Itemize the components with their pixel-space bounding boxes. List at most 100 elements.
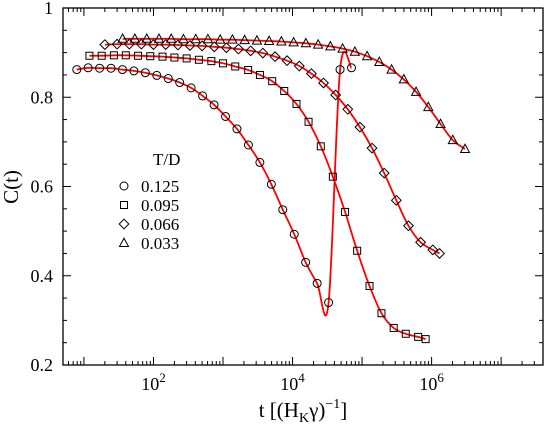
data-point — [208, 41, 220, 53]
data-point — [316, 142, 325, 151]
fit-lines — [76, 37, 466, 340]
data-markers — [72, 32, 471, 344]
data-point — [97, 51, 106, 60]
data-point — [292, 99, 301, 108]
y-axis-label: C(t) — [0, 170, 23, 204]
data-point — [227, 33, 238, 44]
data-point — [207, 57, 216, 66]
data-point — [160, 39, 172, 51]
fit-line-0.033 — [122, 37, 466, 150]
data-point — [318, 77, 330, 89]
data-point — [239, 34, 250, 45]
data-point — [268, 77, 277, 86]
data-point — [459, 143, 471, 154]
data-point — [165, 32, 177, 43]
y-tick-label: 0.8 — [31, 87, 54, 107]
data-point — [415, 236, 427, 248]
data-point — [178, 33, 189, 44]
data-point — [341, 207, 350, 216]
data-point — [289, 229, 299, 239]
data-point — [147, 39, 159, 51]
data-point — [361, 50, 373, 61]
data-point — [276, 35, 287, 46]
data-point — [447, 134, 459, 145]
data-point — [410, 86, 422, 96]
data-point — [153, 32, 165, 43]
data-point — [85, 51, 94, 60]
data-point — [257, 47, 269, 59]
y-tick-label: 0.6 — [31, 177, 54, 197]
data-point — [349, 45, 361, 56]
data-point — [95, 63, 105, 73]
data-point — [269, 51, 281, 63]
data-point — [312, 278, 322, 288]
data-point — [129, 32, 141, 43]
data-point — [300, 37, 312, 48]
data-point — [263, 35, 275, 46]
data-point — [324, 298, 334, 308]
data-point — [106, 63, 116, 73]
data-point — [158, 52, 167, 61]
data-point — [251, 34, 263, 45]
data-point — [172, 39, 184, 51]
data-point — [121, 51, 130, 60]
legend-label: 0.033 — [141, 234, 179, 253]
y-axis-ticks: 0.2 0.4 0.6 0.8 1 — [31, 0, 543, 375]
data-point — [293, 60, 305, 72]
legend-label: 0.095 — [141, 196, 179, 215]
data-point — [134, 51, 143, 60]
data-point — [186, 83, 196, 93]
data-point — [99, 39, 111, 51]
data-point — [198, 91, 208, 101]
fit-line-0.125 — [76, 50, 353, 317]
data-point — [232, 43, 244, 55]
data-point — [214, 33, 226, 44]
data-point — [390, 194, 402, 206]
x-axis-label: t [(HKγ)−1] — [259, 397, 348, 426]
data-point — [232, 124, 242, 134]
data-point — [221, 111, 231, 121]
data-point — [175, 78, 185, 88]
data-point — [427, 244, 439, 256]
legend-marker — [119, 181, 129, 191]
data-point — [231, 62, 240, 71]
data-point — [342, 103, 354, 115]
data-point — [209, 100, 219, 110]
data-point — [288, 36, 299, 47]
data-point — [184, 39, 196, 51]
legend-marker — [118, 237, 130, 247]
data-point — [117, 65, 127, 75]
data-point — [146, 52, 155, 61]
x-axis-label-subscript: K — [299, 411, 309, 426]
fit-line-0.095 — [89, 54, 426, 340]
y-tick-label: 1 — [44, 0, 53, 18]
data-point — [129, 66, 139, 76]
data-point — [312, 38, 324, 49]
legend-label: 0.066 — [141, 215, 179, 234]
data-point — [301, 257, 311, 267]
data-point — [220, 42, 232, 54]
data-point — [325, 40, 336, 51]
x-axis-ticks: 102 104 106 — [62, 8, 544, 394]
x-tick-label: 102 — [141, 370, 166, 394]
data-point — [278, 205, 288, 215]
data-point — [328, 172, 337, 181]
data-point — [304, 117, 313, 126]
data-point — [434, 247, 446, 259]
fit-line-0.066 — [104, 43, 440, 255]
data-point — [337, 42, 348, 53]
data-point — [435, 118, 446, 129]
data-point — [421, 335, 430, 344]
legend-marker — [120, 201, 128, 209]
data-point — [354, 121, 366, 133]
data-point — [202, 33, 214, 44]
data-point — [219, 59, 227, 68]
data-point — [255, 157, 265, 167]
data-point — [117, 32, 128, 43]
data-point — [194, 55, 203, 64]
x-tick-label: 106 — [419, 370, 444, 394]
data-point — [402, 220, 414, 232]
data-point — [373, 56, 385, 66]
data-point — [281, 55, 293, 67]
